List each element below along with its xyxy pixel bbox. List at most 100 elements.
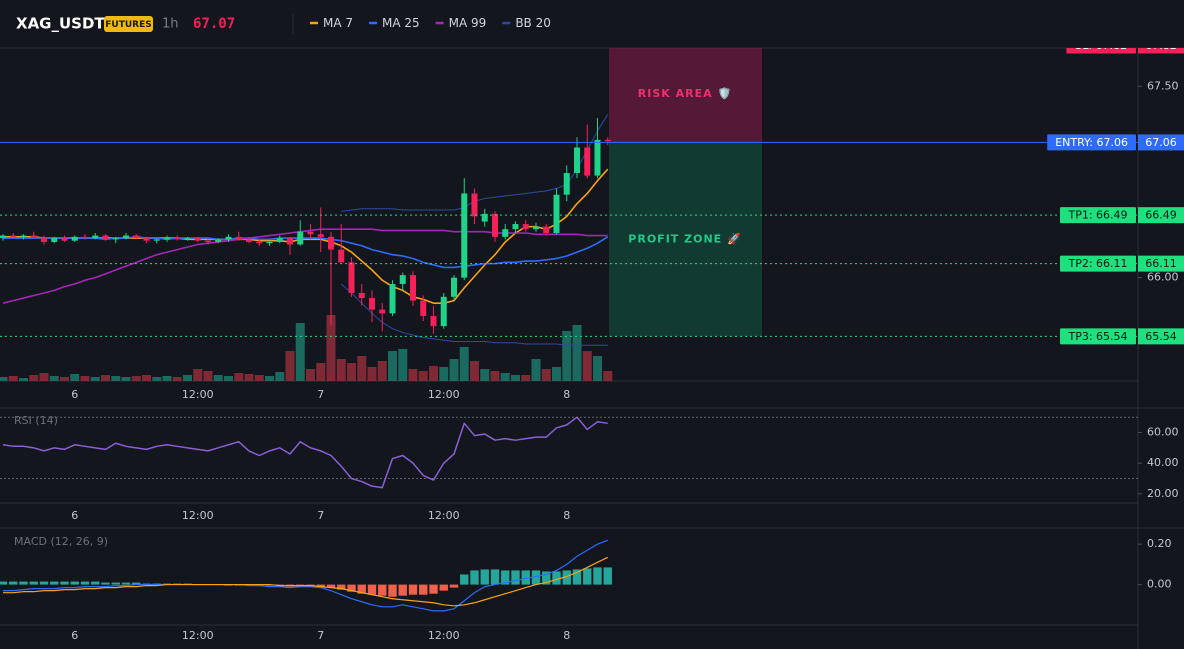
candle-body: [194, 238, 201, 241]
candle-body: [461, 193, 468, 278]
macd-histogram-bar: [19, 581, 28, 585]
volume-bar: [275, 372, 285, 381]
volume-bar: [470, 361, 479, 381]
legend-label: MA 99: [449, 16, 487, 30]
volume-bar: [254, 375, 264, 381]
candle-body: [164, 238, 170, 240]
candle-body: [153, 239, 160, 241]
x-tick-label: 7: [317, 388, 324, 401]
volume-bar: [265, 376, 274, 381]
macd-histogram-bar: [460, 574, 469, 585]
candle-body: [451, 277, 457, 297]
macd-histogram-bar: [583, 568, 592, 585]
volume-bar: [183, 375, 192, 381]
candle-body: [20, 235, 27, 237]
y-tick-label: 66.00: [1147, 271, 1179, 284]
rsi-title: RSI (14): [14, 414, 58, 427]
volume-bar: [8, 376, 18, 381]
candle-body: [123, 235, 129, 239]
candle-body: [410, 275, 416, 301]
badge-bg: [104, 16, 153, 32]
volume-bar: [398, 349, 408, 381]
macd-histogram-bar: [542, 571, 551, 585]
candle-body: [143, 238, 150, 241]
candle-body: [369, 298, 375, 310]
macd-histogram-bar: [429, 584, 438, 594]
volume-bar: [377, 361, 387, 381]
volume-bar: [101, 375, 110, 381]
legend-label: MA 25: [382, 16, 420, 30]
candle-body: [584, 147, 591, 176]
macd-histogram-bar: [603, 567, 612, 585]
candle-body: [184, 238, 191, 240]
candle-body: [358, 292, 365, 299]
candle-body: [317, 234, 324, 237]
macd-histogram-bar: [511, 570, 520, 585]
x-tick-label: 8: [563, 629, 570, 642]
macd-histogram-bar: [480, 569, 489, 585]
volume-bar: [142, 375, 151, 381]
macd-histogram-bar: [357, 584, 366, 594]
macd-histogram-bar: [0, 581, 8, 585]
badge: FUTURES: [105, 20, 151, 30]
candle-body: [574, 147, 580, 174]
y-tick-label: 60.00: [1147, 426, 1179, 439]
volume-bar: [367, 367, 377, 381]
volume-bar: [490, 371, 500, 381]
volume-bar: [80, 376, 90, 381]
candle-body: [30, 235, 37, 239]
volume-bar: [90, 377, 100, 381]
candle-body: [133, 235, 140, 239]
x-tick-label: 7: [317, 629, 324, 642]
macd-histogram-bar: [490, 569, 500, 585]
x-tick-label: 6: [71, 629, 78, 642]
volume-bar: [562, 331, 572, 381]
candle-body: [276, 238, 283, 242]
level-label: TP2: 66.11: [1067, 257, 1127, 270]
candle-body: [82, 236, 88, 239]
candle-body: [338, 249, 345, 263]
candle-body: [553, 194, 560, 233]
volume-bar: [152, 377, 162, 381]
candle-body: [420, 300, 427, 316]
candle-body: [215, 239, 222, 242]
macd-histogram-bar: [337, 584, 346, 590]
volume-bar: [418, 371, 428, 381]
x-tick-label: 8: [563, 509, 570, 522]
macd-histogram-bar: [593, 567, 602, 585]
macd-histogram-bar: [70, 581, 79, 585]
macd-histogram-bar: [91, 581, 100, 585]
macd-histogram-bar: [111, 582, 120, 585]
macd-histogram-bar: [398, 584, 407, 596]
x-tick-label: 6: [71, 388, 78, 401]
level-price: 66.11: [1145, 257, 1177, 270]
rsi-pane: [0, 416, 1138, 489]
price-pane: RISK AREA 🛡️ PROFIT ZONE 🚀 SL: 67.82 67.82 E…: [0, 39, 1184, 381]
volume-bar: [336, 359, 346, 381]
volume-bar: [521, 375, 531, 381]
macd-histogram-bar: [501, 570, 510, 585]
level-price: 67.82: [1145, 39, 1177, 52]
candle-body: [102, 235, 109, 240]
macd-histogram-bar: [572, 569, 582, 585]
macd-histogram-bar: [9, 581, 18, 585]
level-price: 66.49: [1145, 209, 1177, 222]
volume-bar: [347, 363, 356, 381]
macd-histogram-bar: [29, 581, 38, 585]
level-label-bg: [1047, 134, 1136, 151]
zone-label: PROFIT ZONE 🚀: [628, 232, 741, 245]
candle-body: [389, 284, 396, 314]
candle-body: [430, 315, 437, 327]
macd-line: [3, 556, 609, 607]
candle-body: [399, 275, 406, 285]
volume-bar: [593, 356, 602, 381]
volume-bar: [213, 375, 223, 381]
candle-body: [246, 239, 252, 242]
candle-body: [379, 309, 386, 314]
macd-histogram-bar: [121, 582, 131, 585]
volume-bar: [357, 356, 367, 381]
volume-bar: [316, 363, 326, 381]
volume-bar: [39, 373, 49, 381]
